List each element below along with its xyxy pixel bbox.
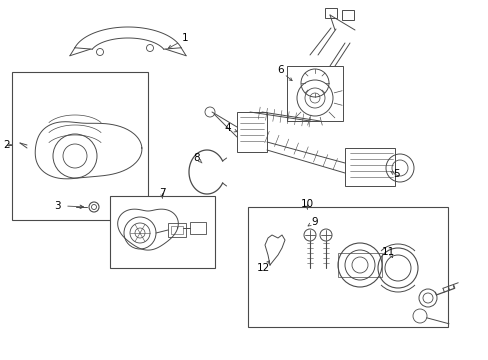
Text: 3: 3: [54, 201, 60, 211]
Bar: [247, 207, 447, 327]
Bar: [345, 148, 394, 186]
Bar: [12, 72, 148, 220]
Text: 1: 1: [182, 33, 188, 43]
Text: 11: 11: [381, 247, 394, 257]
Bar: [337, 253, 381, 277]
Text: 9: 9: [311, 217, 318, 227]
Bar: [190, 222, 205, 234]
Bar: [325, 8, 336, 18]
Bar: [171, 226, 183, 234]
Text: 10: 10: [300, 199, 313, 209]
Bar: [341, 10, 353, 20]
Bar: [286, 66, 342, 121]
Bar: [168, 223, 185, 237]
Text: 2: 2: [4, 140, 10, 150]
Bar: [110, 196, 215, 268]
Text: 6: 6: [277, 65, 284, 75]
Text: 5: 5: [393, 169, 400, 179]
Text: 4: 4: [224, 123, 231, 133]
Text: 8: 8: [193, 153, 200, 163]
Bar: [237, 112, 266, 152]
Text: 12: 12: [256, 263, 269, 273]
Text: 7: 7: [159, 188, 165, 198]
